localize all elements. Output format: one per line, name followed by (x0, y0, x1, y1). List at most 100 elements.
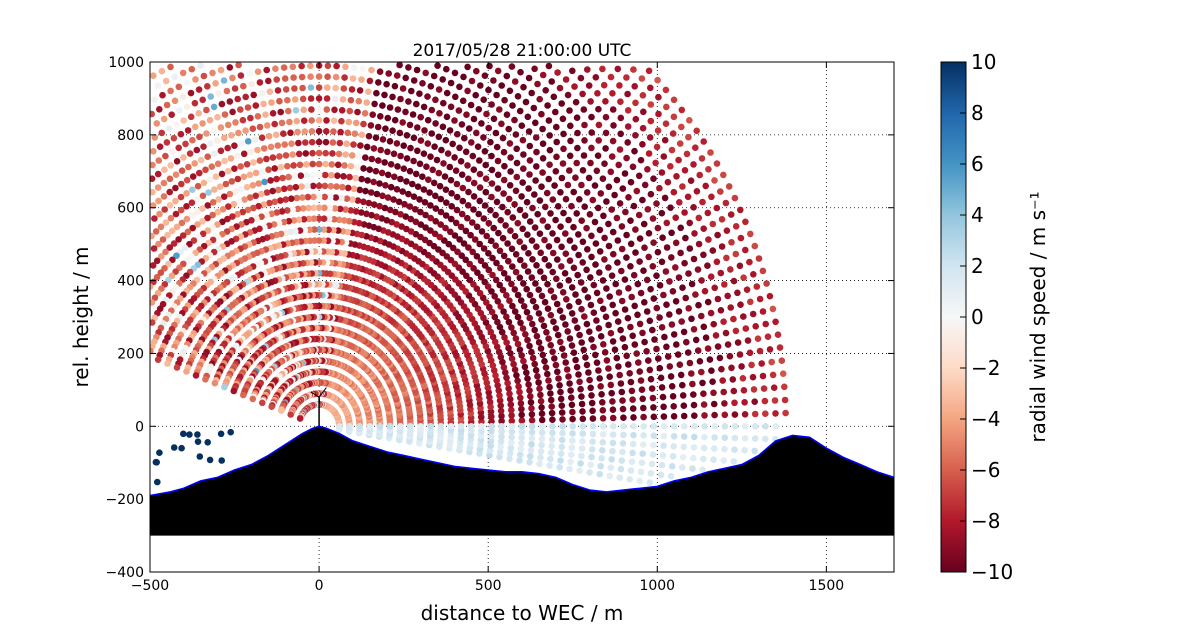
scatter-point (651, 336, 658, 343)
scatter-point (584, 66, 591, 73)
scatter-point (307, 62, 314, 70)
scatter-point (214, 113, 221, 121)
x-tick-label: 500 (475, 578, 502, 594)
scatter-point (321, 193, 329, 201)
scatter-point (459, 97, 467, 105)
scatter-point (209, 199, 217, 206)
scatter-point (246, 70, 253, 77)
scatter-point (705, 236, 712, 243)
scatter-point (525, 185, 532, 192)
scatter-point (248, 217, 255, 224)
scatter-point (565, 373, 572, 380)
scatter-point (699, 379, 706, 387)
scatter-point (603, 285, 610, 292)
scatter-point (178, 444, 185, 452)
scatter-point (578, 339, 585, 346)
scatter-point (284, 162, 291, 170)
scatter-point (275, 186, 282, 194)
scatter-point (526, 387, 533, 394)
scatter-point (435, 86, 443, 93)
scatter-point (196, 453, 204, 460)
scatter-point (355, 153, 363, 160)
scatter-point (574, 271, 581, 279)
scatter-point (358, 76, 365, 83)
scatter-point (721, 445, 728, 453)
scatter-point (710, 389, 717, 397)
scatter-point (611, 191, 618, 199)
scatter-point (473, 252, 481, 260)
scatter-point (537, 454, 544, 462)
scatter-point (778, 357, 786, 365)
scatter-point (645, 67, 653, 75)
scatter-point (186, 240, 193, 248)
scatter-point (571, 244, 578, 251)
scatter-point (451, 69, 459, 77)
scatter-point (558, 174, 566, 182)
scatter-point (488, 237, 495, 245)
scatter-point (488, 308, 496, 316)
scatter-point (235, 198, 243, 206)
scatter-point (731, 446, 738, 454)
scatter-point (153, 257, 161, 265)
scatter-point (659, 393, 667, 401)
scatter-point (541, 357, 548, 365)
scatter-point (609, 439, 617, 447)
scatter-point (504, 275, 512, 282)
scatter-point (352, 208, 360, 215)
scatter-point (691, 423, 698, 430)
scatter-point (301, 226, 309, 234)
scatter-point (510, 360, 517, 368)
scatter-point (194, 221, 201, 228)
scatter-point (322, 138, 330, 146)
scatter-point (736, 351, 744, 358)
scatter-point (669, 453, 677, 460)
scatter-point (660, 153, 668, 160)
scatter-point (531, 65, 538, 73)
scatter-point (334, 161, 342, 169)
scatter-point (710, 445, 718, 452)
scatter-point (730, 315, 737, 323)
scatter-point (331, 106, 338, 114)
scatter-point (249, 125, 257, 132)
scatter-point (210, 103, 218, 111)
scatter-point (740, 313, 747, 320)
scatter-point (641, 299, 648, 306)
scatter-point (490, 115, 498, 123)
scatter-point (585, 82, 593, 89)
scatter-point (402, 213, 410, 220)
scatter-point (541, 255, 549, 263)
scatter-point (771, 397, 779, 404)
scatter-point (427, 83, 435, 90)
scatter-point (299, 205, 307, 212)
scatter-point (463, 111, 470, 118)
scatter-point (692, 336, 700, 344)
scatter-point (524, 113, 532, 121)
scatter-point (203, 130, 210, 137)
scatter-point (598, 391, 605, 398)
scatter-point (517, 297, 525, 304)
scatter-point (485, 250, 492, 257)
scatter-point (587, 384, 594, 392)
scatter-point (581, 286, 588, 294)
scatter-point (724, 341, 732, 348)
scatter-point (413, 100, 420, 108)
scatter-point (532, 134, 540, 141)
scatter-point (375, 157, 382, 164)
scatter-point (523, 285, 530, 293)
scatter-point (516, 388, 523, 396)
scatter-point (496, 247, 504, 255)
scatter-point (610, 250, 617, 258)
scatter-point (711, 423, 719, 430)
scatter-point (517, 319, 524, 327)
scatter-point (285, 217, 293, 225)
scatter-point (258, 167, 266, 175)
scatter-point (606, 373, 613, 381)
scatter-point (520, 280, 527, 287)
scatter-point (568, 451, 575, 459)
scatter-point (727, 266, 734, 273)
scatter-point (576, 331, 583, 339)
scatter-point (579, 430, 587, 438)
scatter-point (178, 167, 186, 174)
scatter-point (178, 180, 185, 188)
